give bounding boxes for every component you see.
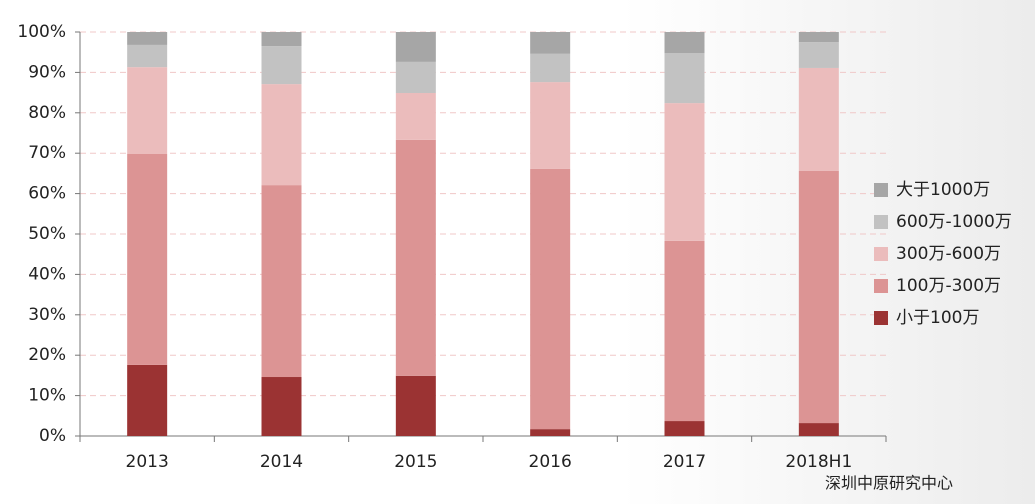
legend-swatch: [874, 215, 888, 229]
bar-segment: [261, 377, 302, 436]
bar-segment: [127, 154, 168, 365]
y-tick-label: 50%: [28, 224, 66, 244]
bar-segment: [798, 42, 839, 68]
y-tick-label: 70%: [28, 143, 66, 163]
bar-segment: [530, 429, 571, 436]
bar-segment: [798, 170, 839, 424]
y-tick-label: 100%: [17, 22, 66, 42]
bar-segment: [127, 67, 168, 155]
bar-segment: [664, 421, 705, 436]
y-tick-label: 60%: [28, 184, 66, 204]
bar-segment: [261, 32, 302, 47]
bar-segment: [395, 375, 436, 436]
bar-segment: [395, 93, 436, 140]
legend-label: 小于100万: [896, 308, 979, 328]
bar-segment: [261, 84, 302, 186]
bar-segment: [798, 32, 839, 43]
y-tick-label: 20%: [28, 345, 66, 365]
bar-segment: [798, 423, 839, 436]
bar-segment: [530, 53, 571, 83]
bar-segment: [261, 185, 302, 378]
x-tick-label: 2014: [260, 452, 303, 472]
bar-segment: [127, 364, 168, 436]
bar-segment: [664, 103, 705, 241]
legend-swatch: [874, 247, 888, 261]
legend-swatch: [874, 183, 888, 197]
legend-swatch: [874, 279, 888, 293]
bar-segment: [664, 53, 705, 104]
bar-segment: [530, 32, 571, 54]
y-tick-label: 40%: [28, 264, 66, 284]
x-tick-label: 2016: [529, 452, 572, 472]
y-tick-label: 0%: [39, 426, 66, 446]
source-note: 深圳中原研究中心: [825, 474, 953, 493]
bar-segment: [664, 240, 705, 422]
y-tick-label: 10%: [28, 386, 66, 406]
x-tick-label: 2017: [663, 452, 706, 472]
bar-segment: [127, 44, 168, 68]
y-tick-label: 80%: [28, 103, 66, 123]
bar-segment: [127, 32, 168, 45]
legend-label: 600万-1000万: [896, 212, 1012, 232]
bar-segment: [530, 168, 571, 430]
legend-label: 大于1000万: [896, 180, 990, 200]
x-tick-label: 2013: [126, 452, 169, 472]
legend-swatch: [874, 311, 888, 325]
bar-segment: [798, 67, 839, 171]
legend-label: 300万-600万: [896, 244, 1001, 264]
bar-segment: [261, 46, 302, 85]
bar-segment: [395, 139, 436, 376]
x-tick-label: 2018H1: [785, 452, 852, 472]
bar-segment: [664, 32, 705, 54]
legend-label: 100万-300万: [896, 276, 1001, 296]
bar-segment: [530, 82, 571, 169]
y-tick-label: 30%: [28, 305, 66, 325]
bar-segment: [395, 32, 436, 62]
y-tick-label: 90%: [28, 62, 66, 82]
bar-segment: [395, 61, 436, 94]
x-tick-label: 2015: [394, 452, 437, 472]
